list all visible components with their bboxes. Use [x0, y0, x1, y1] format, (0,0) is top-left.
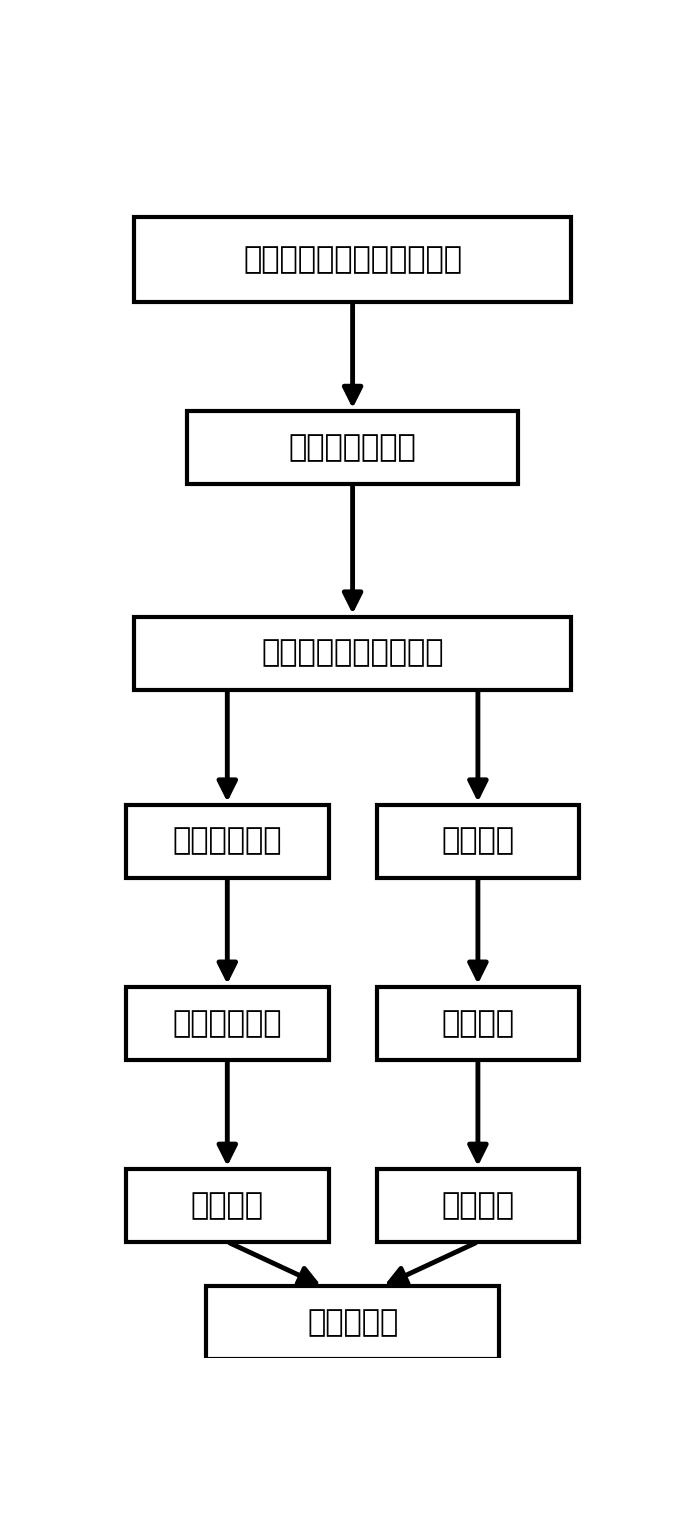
- FancyBboxPatch shape: [376, 804, 579, 877]
- FancyBboxPatch shape: [206, 1286, 499, 1360]
- Text: 最小方差指标: 最小方差指标: [173, 827, 282, 856]
- FancyBboxPatch shape: [126, 987, 329, 1059]
- Text: 反馈控制影响优化调整: 反馈控制影响优化调整: [261, 638, 444, 668]
- FancyBboxPatch shape: [134, 217, 571, 302]
- Text: 最小均方: 最小均方: [191, 1190, 264, 1219]
- Text: 闭环对故障可诊断性的影响: 闭环对故障可诊断性的影响: [243, 246, 462, 275]
- FancyBboxPatch shape: [126, 1169, 329, 1242]
- Text: 无穷范数: 无穷范数: [442, 1190, 515, 1219]
- Text: 结构矩阵: 结构矩阵: [442, 1009, 515, 1038]
- FancyBboxPatch shape: [376, 1169, 579, 1242]
- FancyBboxPatch shape: [134, 617, 571, 690]
- Text: 最优化求解: 最优化求解: [307, 1308, 398, 1337]
- Text: 残差信号预处理: 残差信号预处理: [289, 433, 416, 462]
- FancyBboxPatch shape: [187, 410, 518, 484]
- FancyBboxPatch shape: [376, 987, 579, 1059]
- FancyBboxPatch shape: [126, 804, 329, 877]
- Text: 统计特征信息: 统计特征信息: [173, 1009, 282, 1038]
- Text: 鲁棒指标: 鲁棒指标: [442, 827, 515, 856]
